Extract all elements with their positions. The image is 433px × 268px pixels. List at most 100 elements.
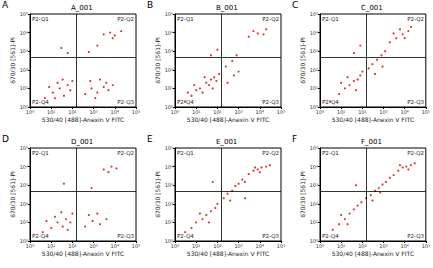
svg-text:10³: 10³: [89, 109, 97, 115]
svg-text:10⁴: 10⁴: [165, 164, 173, 170]
svg-text:10³: 10³: [20, 182, 28, 188]
svg-text:E_001: E_001: [216, 138, 237, 146]
svg-text:10²: 10²: [310, 67, 318, 73]
svg-text:10⁰: 10⁰: [171, 243, 179, 249]
svg-text:10²: 10²: [310, 201, 318, 207]
svg-text:10²: 10²: [68, 109, 76, 115]
svg-text:B_001: B_001: [216, 4, 238, 12]
svg-text:10⁴: 10⁴: [111, 243, 119, 249]
svg-text:10³: 10³: [379, 243, 387, 249]
svg-text:10⁴: 10⁴: [400, 243, 408, 249]
svg-text:670/30 [561]-PI: 670/30 [561]-PI: [154, 37, 161, 84]
svg-text:P2-Q4: P2-Q4: [32, 233, 49, 239]
svg-text:10⁵: 10⁵: [310, 145, 318, 151]
svg-text:P2-Q4: P2-Q4: [177, 99, 194, 105]
svg-text:10⁵: 10⁵: [422, 243, 430, 249]
svg-text:P2-Q4: P2-Q4: [32, 99, 49, 105]
svg-text:10⁰: 10⁰: [26, 109, 34, 115]
svg-text:F: F: [292, 134, 297, 144]
svg-text:P2-Q3: P2-Q3: [262, 233, 279, 239]
svg-text:10²: 10²: [213, 243, 221, 249]
svg-text:10⁵: 10⁵: [422, 109, 430, 115]
svg-text:530/40 [488]-Anexin V FITC: 530/40 [488]-Anexin V FITC: [187, 116, 269, 123]
svg-text:A_001: A_001: [71, 4, 93, 12]
svg-text:10⁰: 10⁰: [171, 109, 179, 115]
svg-text:P2-Q2: P2-Q2: [262, 150, 279, 156]
svg-text:P2-Q3: P2-Q3: [407, 99, 424, 105]
svg-text:P2-Q2: P2-Q2: [407, 16, 424, 22]
svg-text:10⁴: 10⁴: [165, 30, 173, 36]
svg-text:10⁴: 10⁴: [20, 164, 28, 170]
svg-text:P2-Q1: P2-Q1: [177, 150, 194, 156]
svg-text:10³: 10³: [379, 109, 387, 115]
svg-text:530/40 [488]-Anexin V FITC: 530/40 [488]-Anexin V FITC: [42, 250, 124, 257]
svg-text:10⁴: 10⁴: [20, 30, 28, 36]
svg-text:P2-Q4: P2-Q4: [322, 233, 339, 239]
svg-text:670/30 [561]-PI: 670/30 [561]-PI: [154, 171, 161, 218]
svg-text:P2-Q3: P2-Q3: [407, 233, 424, 239]
svg-text:10¹: 10¹: [310, 219, 318, 225]
svg-text:10²: 10²: [20, 67, 28, 73]
svg-text:10³: 10³: [165, 48, 173, 54]
svg-text:10²: 10²: [358, 109, 366, 115]
svg-text:670/30 [561]-PI: 670/30 [561]-PI: [299, 37, 306, 84]
svg-text:10³: 10³: [20, 48, 28, 54]
svg-text:10²: 10²: [20, 201, 28, 207]
svg-text:A: A: [2, 0, 9, 10]
svg-text:P2-Q3: P2-Q3: [117, 99, 134, 105]
svg-text:10¹: 10¹: [310, 85, 318, 91]
svg-text:10⁴: 10⁴: [310, 164, 318, 170]
svg-text:P2-Q4: P2-Q4: [322, 99, 339, 105]
svg-text:10¹: 10¹: [165, 85, 173, 91]
svg-text:P2-Q2: P2-Q2: [407, 150, 424, 156]
svg-text:P2-Q2: P2-Q2: [262, 16, 279, 22]
svg-text:10³: 10³: [310, 182, 318, 188]
svg-text:10⁴: 10⁴: [400, 109, 408, 115]
svg-text:P2-Q2: P2-Q2: [117, 16, 134, 22]
svg-text:P2-Q1: P2-Q1: [322, 16, 339, 22]
svg-text:10⁵: 10⁵: [165, 11, 173, 17]
svg-text:P2-Q4: P2-Q4: [177, 233, 194, 239]
svg-text:10²: 10²: [358, 243, 366, 249]
svg-text:10⁵: 10⁵: [132, 243, 140, 249]
svg-text:10⁰: 10⁰: [316, 109, 324, 115]
svg-text:10⁴: 10⁴: [256, 243, 264, 249]
svg-text:10⁴: 10⁴: [111, 109, 119, 115]
svg-text:C_001: C_001: [361, 4, 383, 12]
svg-text:P2-Q1: P2-Q1: [177, 16, 194, 22]
svg-text:10⁵: 10⁵: [277, 109, 285, 115]
svg-text:C: C: [292, 0, 298, 10]
svg-text:10⁰: 10⁰: [26, 243, 34, 249]
svg-text:670/30 [561]-PI: 670/30 [561]-PI: [9, 171, 16, 218]
svg-text:10¹: 10¹: [47, 243, 55, 249]
svg-text:10⁵: 10⁵: [310, 11, 318, 17]
svg-text:10³: 10³: [234, 243, 242, 249]
svg-text:10⁵: 10⁵: [165, 145, 173, 151]
svg-text:10⁴: 10⁴: [310, 30, 318, 36]
svg-text:10⁵: 10⁵: [132, 109, 140, 115]
svg-text:P2-Q1: P2-Q1: [32, 16, 49, 22]
svg-text:P2-Q2: P2-Q2: [117, 150, 134, 156]
svg-text:530/40 [488]-Anexin V FITC: 530/40 [488]-Anexin V FITC: [332, 250, 414, 257]
svg-text:F_001: F_001: [361, 138, 382, 146]
svg-text:670/30 [561]-PI: 670/30 [561]-PI: [9, 37, 16, 84]
svg-text:530/40 [488]-Anexin V FITC: 530/40 [488]-Anexin V FITC: [332, 116, 414, 123]
svg-text:10²: 10²: [165, 67, 173, 73]
svg-text:10⁰: 10⁰: [316, 243, 324, 249]
svg-text:10¹: 10¹: [20, 219, 28, 225]
svg-text:10¹: 10¹: [337, 243, 345, 249]
svg-text:10⁵: 10⁵: [20, 145, 28, 151]
svg-text:10⁵: 10⁵: [277, 243, 285, 249]
svg-text:10²: 10²: [68, 243, 76, 249]
svg-text:P2-Q1: P2-Q1: [322, 150, 339, 156]
svg-text:D_001: D_001: [71, 138, 93, 146]
svg-text:10⁴: 10⁴: [256, 109, 264, 115]
svg-text:530/40 [488]-Anexin V FITC: 530/40 [488]-Anexin V FITC: [42, 116, 124, 123]
svg-text:D: D: [2, 134, 9, 144]
svg-text:10²: 10²: [165, 201, 173, 207]
svg-text:E: E: [147, 134, 153, 144]
svg-text:P2-Q3: P2-Q3: [262, 99, 279, 105]
svg-text:10³: 10³: [310, 48, 318, 54]
svg-text:670/30 [561]-PI: 670/30 [561]-PI: [299, 171, 306, 218]
svg-text:10¹: 10¹: [165, 219, 173, 225]
